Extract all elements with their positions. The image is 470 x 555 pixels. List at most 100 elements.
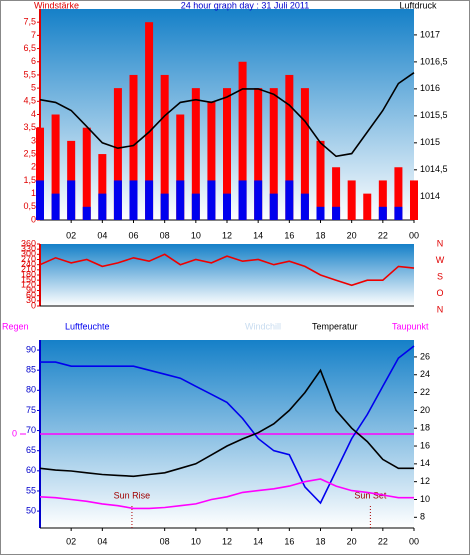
legend-label: Taupunkt xyxy=(392,321,429,331)
bar xyxy=(410,180,418,220)
y-tick-label: 70 xyxy=(26,425,36,435)
y2-tick-label: 20 xyxy=(420,405,430,415)
y-tick-label: 2,5 xyxy=(23,148,36,158)
x-tick-label: 14 xyxy=(253,536,263,546)
bar xyxy=(238,61,247,220)
y2-tick-label: 22 xyxy=(420,387,430,397)
y-tick-label: 90 xyxy=(26,285,36,295)
bar xyxy=(82,206,91,220)
bar xyxy=(176,180,185,220)
bar xyxy=(300,193,309,220)
bar xyxy=(191,193,200,220)
bar xyxy=(316,206,325,220)
bar xyxy=(67,180,76,220)
y-tick-label: 300 xyxy=(21,249,36,259)
x-tick-label: 14 xyxy=(253,230,263,240)
y-tick-label: 90 xyxy=(26,344,36,354)
y-tick-label: 0 xyxy=(31,300,36,310)
bar xyxy=(113,88,122,220)
y-tick-label: 5,5 xyxy=(23,69,36,79)
x-tick-label: 22 xyxy=(378,536,388,546)
y-tick-label: 180 xyxy=(21,269,36,279)
bar xyxy=(82,127,91,220)
y-tick-label: 360 xyxy=(21,238,36,248)
x-tick-label: 00 xyxy=(409,230,419,240)
series-line xyxy=(39,72,415,158)
y-tick-label: 5 xyxy=(31,83,36,93)
bar xyxy=(145,22,154,220)
x-tick-label: 08 xyxy=(160,230,170,240)
direction-label: N xyxy=(437,304,444,314)
x-tick-label: 16 xyxy=(284,536,294,546)
bar xyxy=(223,193,231,220)
legend-label: Windchill xyxy=(245,321,281,331)
y-tick-label: 6 xyxy=(31,56,36,66)
bar xyxy=(207,101,216,220)
y-tick-label: 60 xyxy=(26,290,36,300)
y-tick-label: 2 xyxy=(31,162,36,172)
y-tick-label: 0,5 xyxy=(23,201,36,211)
x-tick-label: 16 xyxy=(284,230,294,240)
series-line xyxy=(39,478,414,510)
direction-label: S xyxy=(437,271,443,281)
bar xyxy=(145,180,154,220)
bar xyxy=(113,180,122,220)
x-tick-label: 12 xyxy=(222,230,232,240)
y-tick-label: 330 xyxy=(21,244,36,254)
y-tick-label: 4 xyxy=(31,109,36,119)
y-tick-label: 0 xyxy=(31,214,36,224)
bar xyxy=(332,167,341,220)
direction-label: O xyxy=(436,288,443,298)
bar xyxy=(36,180,44,220)
y2-tick-label: 8 xyxy=(420,512,425,522)
y-tick-label: 85 xyxy=(26,365,36,375)
y-tick-label: 270 xyxy=(21,254,36,264)
y-axis-title: Windstärke xyxy=(34,0,79,10)
y-tick-label: 240 xyxy=(21,259,36,269)
y-tick-label: 80 xyxy=(26,385,36,395)
x-tick-label: 10 xyxy=(191,230,201,240)
y2-tick-label: 24 xyxy=(420,369,430,379)
y2-tick-label: 16 xyxy=(420,440,430,450)
bar xyxy=(129,180,138,220)
bar xyxy=(285,74,294,220)
y-tick-label: 7 xyxy=(31,30,36,40)
bar xyxy=(363,193,372,220)
bar xyxy=(223,88,231,220)
y-tick-label: 6,5 xyxy=(23,43,36,53)
y-tick-label: 150 xyxy=(21,275,36,285)
bar xyxy=(269,88,278,220)
annotation: Sun Rise xyxy=(114,490,151,500)
x-tick-label: 06 xyxy=(128,230,138,240)
chart-title: 24 hour graph day : 31 Juli 2011 xyxy=(181,0,309,10)
y-tick-label: 4,5 xyxy=(23,96,36,106)
bar xyxy=(176,114,185,220)
y2-tick-label: 1014,5 xyxy=(420,164,448,174)
x-tick-label: 12 xyxy=(222,536,232,546)
bar xyxy=(254,180,263,220)
bar xyxy=(285,180,294,220)
y-tick-label: 30 xyxy=(26,295,36,305)
x-tick-label: 00 xyxy=(409,536,419,546)
bar xyxy=(238,180,247,220)
x-tick-label: 20 xyxy=(347,230,357,240)
plot-bg xyxy=(40,244,414,306)
legend-label: Regen xyxy=(2,321,29,331)
y-tick-label: 60 xyxy=(26,465,36,475)
legend-label: Temperatur xyxy=(312,321,358,331)
bar xyxy=(51,114,60,220)
y2-tick-label: 1014 xyxy=(420,191,440,201)
legend-label: Luftfeuchte xyxy=(65,321,110,331)
y-tick-label: 3,5 xyxy=(23,122,36,132)
y-tick-label: 65 xyxy=(26,445,36,455)
x-tick-label: 02 xyxy=(66,536,76,546)
y2-tick-label: 1016 xyxy=(420,83,440,93)
bar xyxy=(191,88,200,220)
x-tick-label: 10 xyxy=(191,536,201,546)
y3-tick-label: 0 xyxy=(12,428,17,438)
bar xyxy=(332,206,341,220)
y2-tick-label: 1015 xyxy=(420,137,440,147)
bar xyxy=(300,88,309,220)
bar xyxy=(98,193,107,220)
